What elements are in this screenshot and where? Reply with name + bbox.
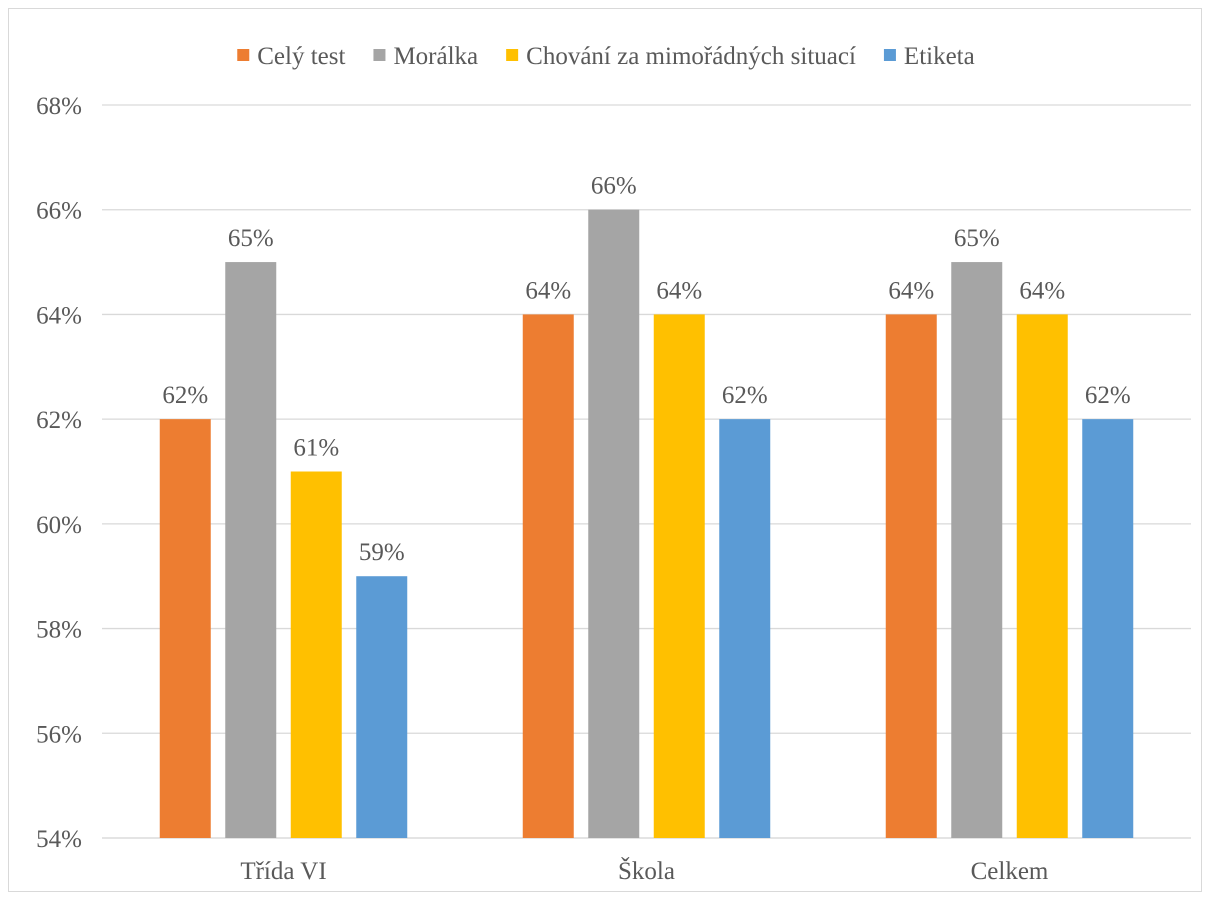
data-label: 64% — [888, 277, 934, 304]
bar-2-2 — [588, 209, 640, 838]
legend-swatch-2 — [373, 49, 386, 61]
legend-label: Celý test — [257, 43, 345, 70]
bar-2-3 — [951, 262, 1003, 838]
data-label: 64% — [656, 277, 702, 304]
y-tick-label: 58% — [36, 617, 82, 644]
y-tick-label: 56% — [36, 721, 82, 748]
bars — [159, 209, 1134, 838]
y-tick-label: 62% — [36, 407, 82, 434]
y-tick-label: 64% — [36, 302, 82, 329]
legend-swatch-1 — [237, 49, 250, 61]
data-label: 59% — [359, 539, 405, 566]
data-label: 65% — [954, 225, 1000, 252]
data-labels: 62% 65% 61% 59% 64% 66% 64% 62% 64% 65% 64% 62% — [162, 173, 1130, 567]
bar-3-2 — [653, 314, 705, 838]
bar-1-1 — [159, 419, 211, 838]
data-label: 64% — [525, 277, 571, 304]
x-category-label: Celkem — [971, 858, 1049, 885]
legend-label: Morálka — [393, 43, 478, 70]
bar-4-3 — [1082, 419, 1134, 838]
data-label: 65% — [228, 225, 274, 252]
data-label: 62% — [1085, 382, 1131, 409]
data-label: 66% — [591, 173, 637, 200]
data-label: 62% — [722, 382, 768, 409]
bar-4-2 — [719, 419, 771, 838]
bar-3-1 — [290, 471, 342, 838]
data-label: 62% — [162, 382, 208, 409]
bar-chart: 54% 56% 58% 60% 62% 64% 66% 68% 62% 65% 61% 59% 64%… — [36, 43, 1191, 885]
y-tick-label: 68% — [36, 93, 82, 120]
y-tick-label: 60% — [36, 512, 82, 539]
chart-frame: 54% 56% 58% 60% 62% 64% 66% 68% 62% 65% 61% 59% 64%… — [8, 8, 1202, 892]
x-axis-category-labels: Třída VI Škola Celkem — [240, 856, 1049, 885]
bar-4-1 — [356, 576, 408, 838]
y-axis-tick-labels: 54% 56% 58% 60% 62% 64% 66% 68% — [36, 93, 82, 853]
data-label: 64% — [1019, 277, 1065, 304]
legend-swatch-4 — [883, 49, 896, 61]
bar-3-3 — [1016, 314, 1068, 838]
x-category-label: Škola — [618, 856, 675, 885]
legend: Celý test Morálka Chování za mimořádných s… — [237, 43, 975, 70]
legend-swatch-3 — [506, 49, 519, 61]
bar-1-2 — [522, 314, 574, 838]
y-tick-label: 54% — [36, 826, 82, 853]
data-label: 61% — [293, 435, 339, 462]
bar-1-3 — [885, 314, 937, 838]
x-category-label: Třída VI — [240, 858, 326, 885]
gridlines — [102, 104, 1191, 839]
legend-label: Chování za mimořádných situací — [526, 43, 856, 70]
legend-label: Etiketa — [904, 43, 975, 70]
y-tick-label: 66% — [36, 198, 82, 225]
bar-2-1 — [225, 262, 277, 838]
